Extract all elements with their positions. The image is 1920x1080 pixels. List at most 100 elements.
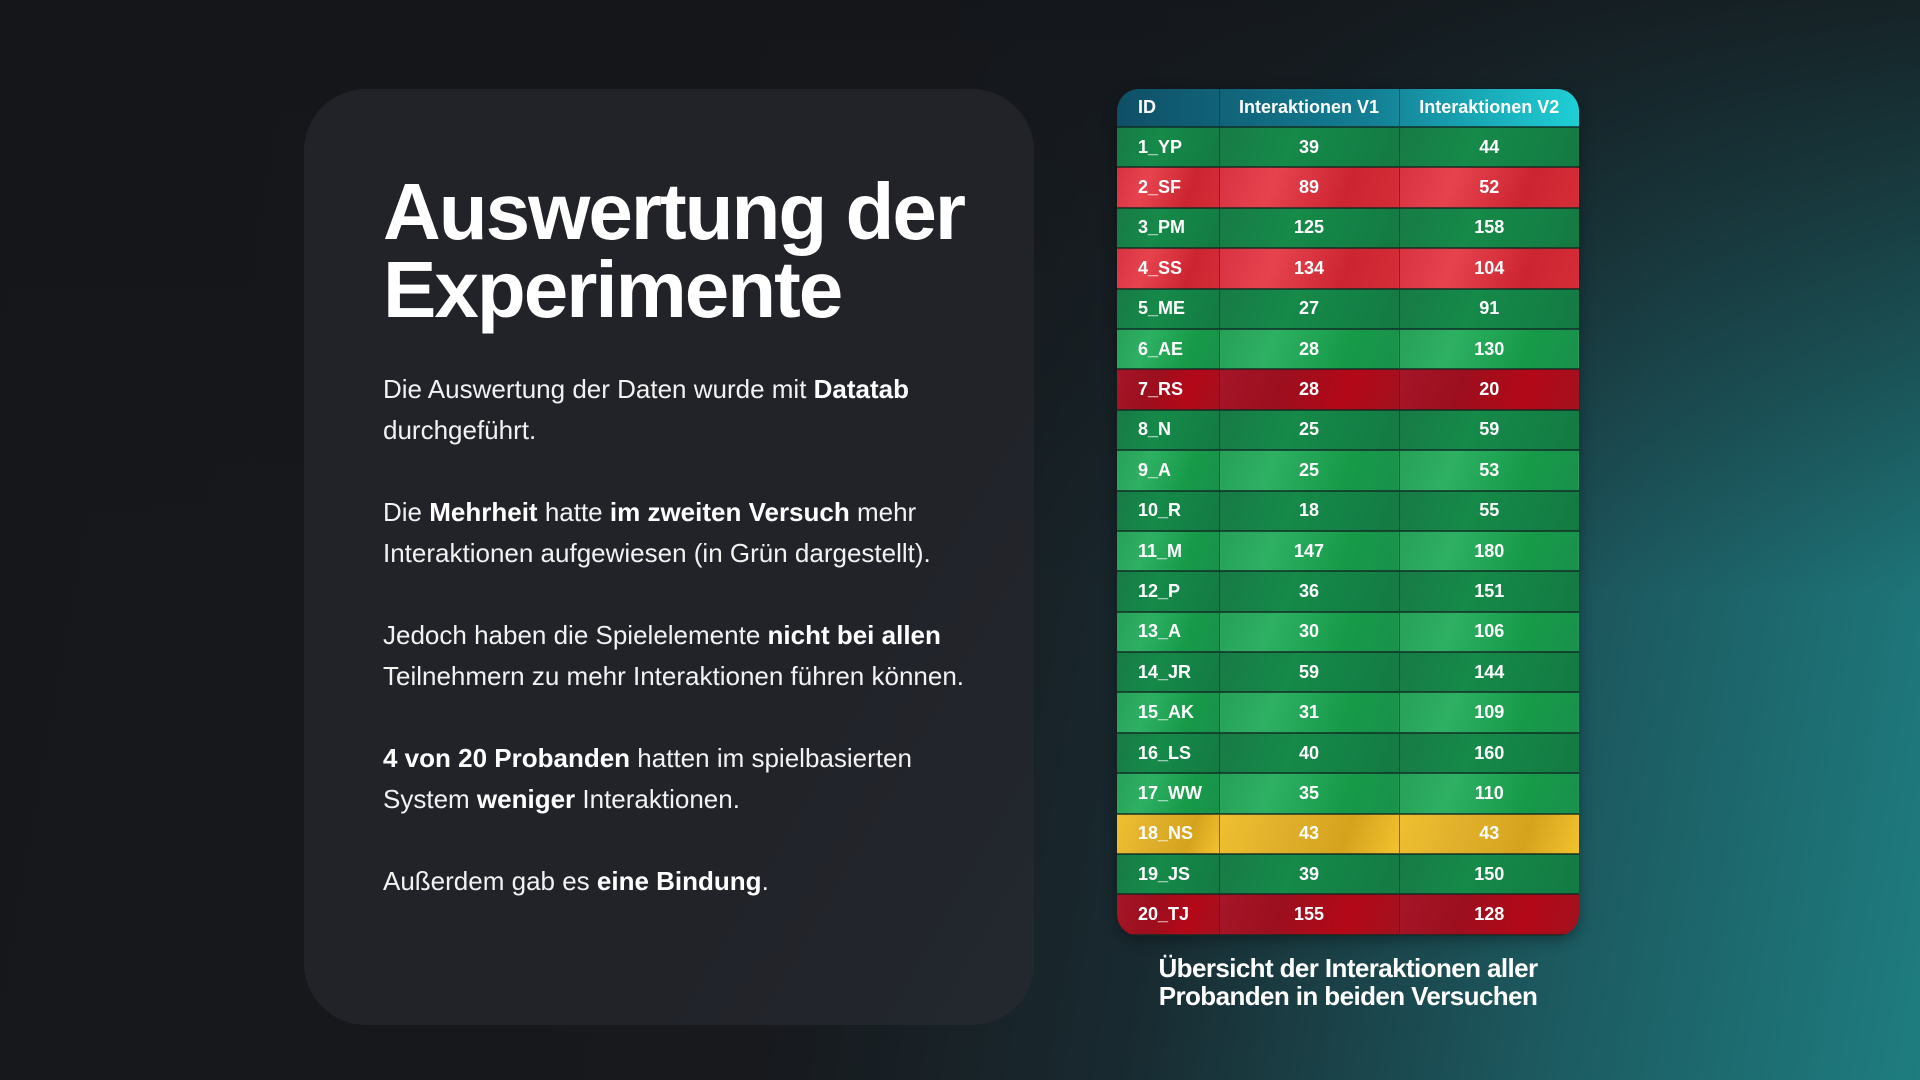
cell-v2: 151 bbox=[1399, 571, 1579, 613]
cell-v1: 18 bbox=[1219, 490, 1400, 532]
summary-card: Auswertung der Experimente Die Auswertun… bbox=[304, 89, 1034, 1025]
cell-id: 10_R bbox=[1117, 490, 1220, 532]
table-row: 5_ME 27 91 bbox=[1117, 288, 1579, 330]
table-row: 14_JR 59 144 bbox=[1117, 652, 1579, 694]
table-row: 15_AK 31 109 bbox=[1117, 692, 1579, 734]
column-header-id: ID bbox=[1117, 89, 1220, 128]
table-row: 4_SS 134 104 bbox=[1117, 248, 1579, 290]
table-caption: Übersicht der Interaktionen aller Proban… bbox=[1158, 953, 1539, 1011]
cell-id: 14_JR bbox=[1117, 652, 1220, 694]
cell-v1: 39 bbox=[1219, 127, 1400, 169]
cell-v2: 110 bbox=[1399, 773, 1579, 815]
cell-v2: 158 bbox=[1399, 207, 1579, 250]
cell-v1: 43 bbox=[1219, 813, 1400, 856]
cell-v1: 59 bbox=[1219, 652, 1400, 694]
cell-id: 11_M bbox=[1117, 530, 1220, 573]
paragraph-not-all: Jedoch haben die Spielelemente nicht bei… bbox=[383, 615, 1003, 697]
emphasis-text: Datatab bbox=[813, 374, 910, 404]
cell-id: 12_P bbox=[1117, 571, 1220, 613]
body-text: Außerdem gab es bbox=[383, 866, 597, 896]
table-row: 7_RS 28 20 bbox=[1117, 369, 1579, 411]
cell-v2: 144 bbox=[1399, 652, 1579, 694]
table-row: 19_JS 39 150 bbox=[1117, 854, 1579, 896]
table-row: 12_P 36 151 bbox=[1117, 571, 1579, 613]
emphasis-text: weniger bbox=[476, 784, 576, 814]
emphasis-text: 4 von 20 Probanden bbox=[383, 743, 631, 773]
cell-id: 8_N bbox=[1117, 409, 1220, 452]
table-body: 1_YP 39 44 2_SF 89 52 3_PM 125 158 4_SS 134 104 5_ME… bbox=[1117, 127, 1579, 936]
cell-v1: 25 bbox=[1219, 450, 1400, 492]
cell-v1: 89 bbox=[1219, 167, 1400, 209]
cell-id: 17_WW bbox=[1117, 773, 1220, 815]
paragraph-tie: Außerdem gab es eine Bindung. bbox=[383, 861, 1003, 902]
cell-v1: 30 bbox=[1219, 611, 1400, 654]
cell-v2: 104 bbox=[1399, 248, 1579, 290]
table-row: 16_LS 40 160 bbox=[1117, 732, 1579, 775]
emphasis-text: nicht bei allen bbox=[767, 620, 941, 650]
cell-v1: 147 bbox=[1219, 530, 1400, 573]
body-text: hatten im spielbasierten System bbox=[383, 743, 912, 814]
table-row: 2_SF 89 52 bbox=[1117, 167, 1579, 209]
table-row: 6_AE 28 130 bbox=[1117, 328, 1579, 371]
column-header-v2: Interaktionen V2 bbox=[1399, 89, 1579, 128]
body-text: durchgeführt. bbox=[383, 415, 537, 445]
cell-id: 19_JS bbox=[1117, 854, 1220, 896]
cell-id: 18_NS bbox=[1117, 813, 1220, 856]
cell-v2: 52 bbox=[1399, 167, 1579, 209]
table-row: 1_YP 39 44 bbox=[1117, 127, 1579, 169]
cell-id: 9_A bbox=[1117, 450, 1220, 492]
table-row: 18_NS 43 43 bbox=[1117, 813, 1579, 856]
cell-v1: 155 bbox=[1219, 894, 1400, 936]
body-text: . bbox=[761, 866, 769, 896]
cell-v2: 20 bbox=[1399, 369, 1579, 411]
slide-title: Auswertung der Experimente bbox=[383, 167, 966, 334]
cell-v2: 160 bbox=[1399, 732, 1579, 775]
cell-v2: 180 bbox=[1399, 530, 1579, 573]
cell-v1: 27 bbox=[1219, 288, 1400, 330]
cell-v1: 31 bbox=[1219, 692, 1400, 734]
cell-v1: 28 bbox=[1219, 328, 1400, 371]
column-header-v1: Interaktionen V1 bbox=[1219, 89, 1400, 128]
body-text: Jedoch haben die Spielelemente bbox=[383, 620, 768, 650]
cell-id: 13_A bbox=[1117, 611, 1220, 654]
cell-v1: 35 bbox=[1219, 773, 1400, 815]
table-row: 3_PM 125 158 bbox=[1117, 207, 1579, 250]
body-text: mehr Interaktionen aufgewiesen (in Grün … bbox=[383, 497, 931, 568]
cell-v2: 109 bbox=[1399, 692, 1579, 734]
cell-id: 20_TJ bbox=[1117, 894, 1220, 936]
cell-id: 6_AE bbox=[1117, 328, 1220, 371]
interactions-table: ID Interaktionen V1 Interaktionen V2 1_Y… bbox=[1117, 89, 1579, 936]
cell-v2: 55 bbox=[1399, 490, 1579, 532]
cell-v1: 25 bbox=[1219, 409, 1400, 452]
cell-v2: 91 bbox=[1399, 288, 1579, 330]
table-row: 11_M 147 180 bbox=[1117, 530, 1579, 573]
cell-v2: 53 bbox=[1399, 450, 1579, 492]
cell-v1: 134 bbox=[1219, 248, 1400, 290]
table-row: 10_R 18 55 bbox=[1117, 490, 1579, 532]
cell-v1: 28 bbox=[1219, 369, 1400, 411]
body-text: Die bbox=[383, 497, 430, 527]
table-row: 9_A 25 53 bbox=[1117, 450, 1579, 492]
table-row: 17_WW 35 110 bbox=[1117, 773, 1579, 815]
paragraph-datatab: Die Auswertung der Daten wurde mit Datat… bbox=[383, 369, 1003, 451]
cell-id: 5_ME bbox=[1117, 288, 1220, 330]
cell-id: 1_YP bbox=[1117, 127, 1220, 169]
cell-v1: 39 bbox=[1219, 854, 1400, 896]
cell-v2: 59 bbox=[1399, 409, 1579, 452]
cell-v1: 40 bbox=[1219, 732, 1400, 775]
table-row: 8_N 25 59 bbox=[1117, 409, 1579, 452]
paragraph-fewer: 4 von 20 Probanden hatten im spielbasier… bbox=[383, 738, 1003, 820]
body-text: Teilnehmern zu mehr Interaktionen führen… bbox=[383, 661, 965, 691]
cell-v2: 150 bbox=[1399, 854, 1579, 896]
body-text: Die Auswertung der Daten wurde mit bbox=[383, 374, 814, 404]
emphasis-text: im zweiten Versuch bbox=[609, 497, 850, 527]
cell-v2: 44 bbox=[1399, 127, 1579, 169]
emphasis-text: Mehrheit bbox=[429, 497, 538, 527]
table-row: 13_A 30 106 bbox=[1117, 611, 1579, 654]
cell-id: 3_PM bbox=[1117, 207, 1220, 250]
cell-id: 2_SF bbox=[1117, 167, 1220, 209]
cell-id: 15_AK bbox=[1117, 692, 1220, 734]
table-row: 20_TJ 155 128 bbox=[1117, 894, 1579, 936]
table-header-row: ID Interaktionen V1 Interaktionen V2 bbox=[1117, 89, 1579, 128]
cell-id: 16_LS bbox=[1117, 732, 1220, 775]
